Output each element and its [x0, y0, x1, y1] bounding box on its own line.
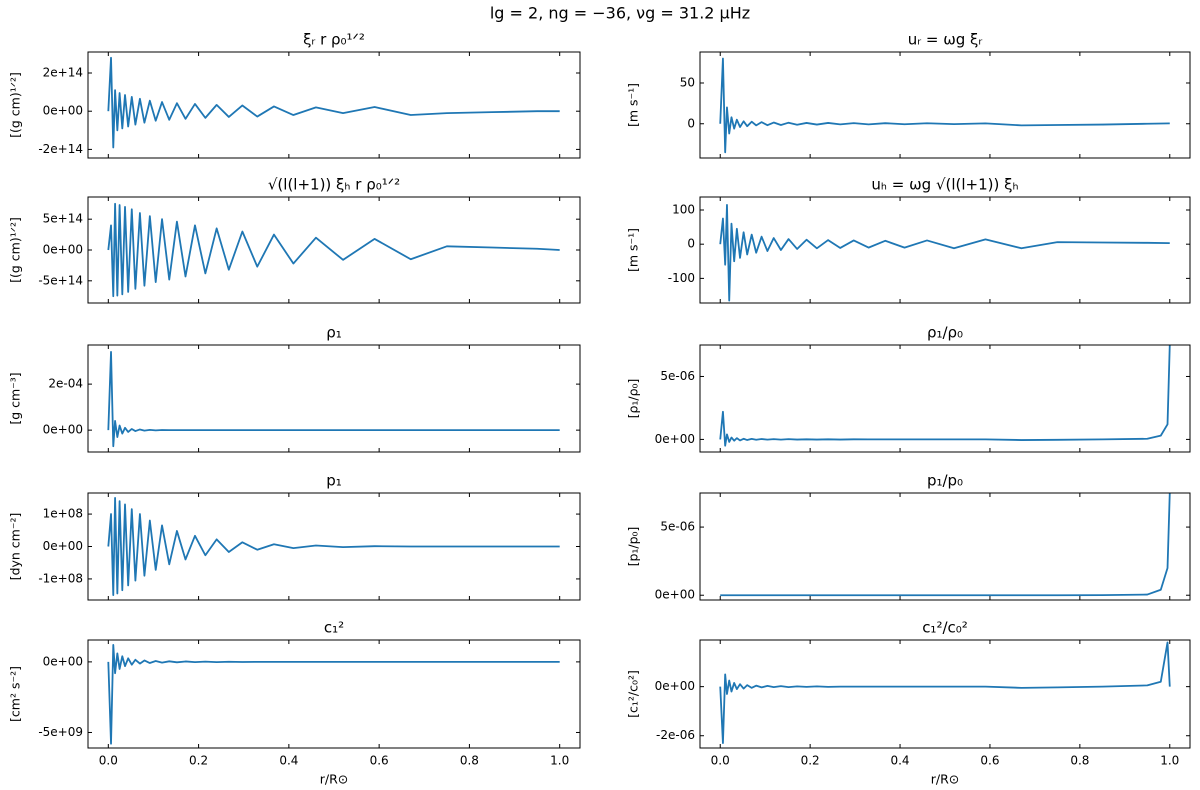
x-tick-label: 0.4 [279, 754, 298, 768]
data-line [107, 496, 560, 597]
y-tick-label: 0e+00 [655, 679, 695, 693]
plot-area [719, 345, 1171, 447]
y-axis-label: [m s⁻¹] [626, 228, 641, 272]
data-line [107, 202, 560, 298]
panel-title: ρ₁/ρ₀ [927, 324, 963, 342]
x-tick-label: 0.6 [980, 754, 999, 768]
axes-frame [87, 492, 581, 601]
plot-area [719, 203, 1170, 302]
y-tick-label: 5e-06 [660, 369, 695, 383]
y-tick-label: 50 [680, 75, 695, 89]
panel-title: ξᵣ r ρ₀¹ᐟ² [303, 31, 365, 49]
y-tick-label: 2e+14 [43, 66, 83, 80]
data-line [719, 641, 1171, 744]
panel-title: c₁² [324, 619, 344, 637]
axes-frame [699, 639, 1191, 749]
y-tick-label: 1e+08 [43, 507, 83, 521]
y-tick-label: 0e+00 [655, 588, 695, 602]
panel-title: p₁/p₀ [927, 472, 963, 490]
plot-area [719, 641, 1171, 744]
y-tick-label: 5e+14 [43, 212, 83, 226]
plot-area [107, 644, 560, 745]
x-tick-label: 1.0 [1160, 754, 1179, 768]
y-axis-label: [ρ₁/ρ₀] [626, 379, 641, 419]
data-line [107, 56, 560, 149]
y-tick-label: -5e+09 [38, 725, 83, 739]
figure-title: lg = 2, ng = −36, νg = 31.2 μHz [490, 4, 750, 23]
y-tick-label: 0e+00 [43, 243, 83, 257]
plot-area [720, 493, 1171, 597]
y-tick-label: -100 [668, 271, 695, 285]
y-axis-label: [(g cm)¹ᐟ²] [8, 217, 23, 283]
data-line [719, 203, 1170, 302]
y-tick-label: -5e+14 [38, 273, 83, 287]
panel-title: ρ₁ [326, 324, 342, 342]
x-tick-label: 0.0 [99, 754, 118, 768]
y-axis-label: [(g cm)¹ᐟ²] [8, 72, 23, 138]
plot-area [107, 202, 560, 298]
axes-frame [699, 196, 1191, 304]
y-tick-label: -2e+14 [38, 142, 83, 156]
plot-area [107, 56, 560, 149]
data-line [719, 57, 1170, 154]
y-tick-label: 100 [672, 202, 695, 216]
data-line [107, 644, 560, 745]
panel-title: √(l(l+1)) ξₕ r ρ₀¹ᐟ² [268, 176, 400, 194]
axes-frame [87, 196, 581, 304]
panel-title: uₕ = ωg √(l(l+1)) ξₕ [871, 176, 1018, 194]
x-tick-label: 0.4 [890, 754, 909, 768]
x-tick-label: 1.0 [550, 754, 569, 768]
axes-frame [699, 492, 1191, 601]
axes-frame [699, 51, 1191, 159]
x-axis-label: r/R⊙ [931, 772, 960, 787]
axes-frame [87, 51, 581, 159]
y-tick-label: 0 [687, 237, 695, 251]
plot-area [719, 57, 1170, 154]
y-tick-label: 0e+00 [43, 654, 83, 668]
x-tick-label: 0.2 [189, 754, 208, 768]
y-axis-label: [m s⁻¹] [626, 83, 641, 127]
x-tick-label: 0.2 [801, 754, 820, 768]
x-tick-label: 0.0 [711, 754, 730, 768]
y-axis-label: [c₁²/c₀²] [626, 670, 641, 718]
panel-title: uᵣ = ωg ξᵣ [908, 31, 983, 49]
axes-frame [699, 344, 1191, 453]
y-axis-label: [g cm⁻³] [8, 372, 23, 424]
y-tick-label: -2e-06 [656, 728, 695, 742]
y-tick-label: 5e-06 [660, 520, 695, 534]
y-axis-label: [p₁/p₀] [626, 527, 641, 567]
plot-area [107, 351, 560, 448]
y-tick-label: 0 [687, 116, 695, 130]
x-tick-label: 0.8 [1070, 754, 1089, 768]
y-tick-label: 2e-04 [48, 377, 83, 391]
y-tick-label: 0e+00 [655, 432, 695, 446]
y-tick-label: 0e+00 [43, 104, 83, 118]
y-tick-label: 0e+00 [43, 539, 83, 553]
axes-frame [87, 344, 581, 453]
panel-title: c₁²/c₀² [922, 619, 968, 637]
y-axis-label: [cm² s⁻²] [8, 666, 23, 722]
y-tick-label: -1e+08 [38, 571, 83, 585]
plot-area [107, 496, 560, 597]
panel-title: p₁ [326, 472, 342, 490]
y-axis-label: [dyn cm⁻²] [8, 513, 23, 581]
x-tick-label: 0.6 [370, 754, 389, 768]
y-tick-label: 0e+00 [43, 423, 83, 437]
x-tick-label: 0.8 [460, 754, 479, 768]
data-line [719, 345, 1171, 447]
data-line [720, 493, 1171, 597]
axes-frame [87, 639, 581, 749]
data-line [107, 351, 560, 448]
x-axis-label: r/R⊙ [320, 772, 349, 787]
